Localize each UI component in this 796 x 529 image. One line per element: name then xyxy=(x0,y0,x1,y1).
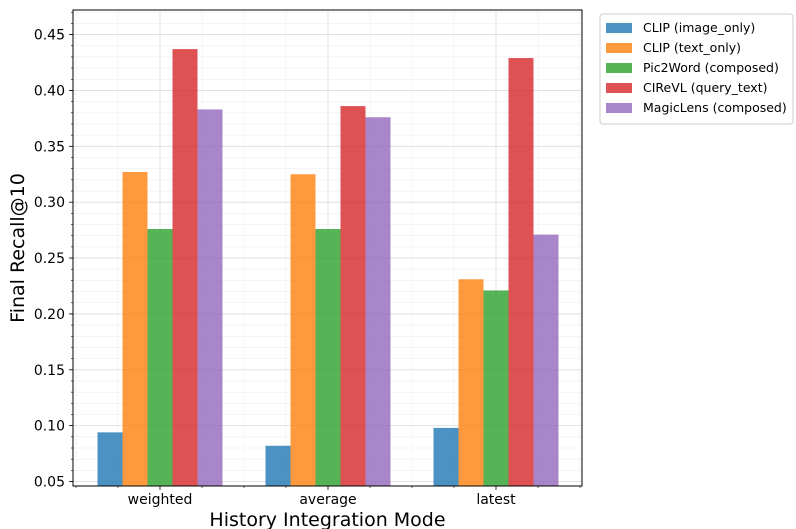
bar xyxy=(433,427,459,486)
legend-swatch xyxy=(606,83,632,93)
bar xyxy=(197,109,223,486)
y-tick-label: 0.25 xyxy=(34,251,65,267)
legend-swatch xyxy=(606,43,632,53)
legend-swatch xyxy=(606,23,632,33)
bar xyxy=(315,229,341,486)
legend-label: Pic2Word (composed) xyxy=(643,60,779,75)
legend-label: MagicLens (composed) xyxy=(643,100,787,115)
legend-box xyxy=(599,13,794,125)
y-tick-label: 0.45 xyxy=(34,28,65,44)
bar xyxy=(122,172,148,486)
bar xyxy=(147,229,173,486)
bar xyxy=(265,445,291,486)
x-axis-label: History Integration Mode xyxy=(209,509,445,529)
x-tick-label: latest xyxy=(476,492,516,508)
legend-label: CLIP (image_only) xyxy=(643,20,755,35)
x-axis-ticks: weighted average latest xyxy=(75,486,581,508)
y-tick-label: 0.10 xyxy=(34,419,65,435)
bar xyxy=(365,117,391,486)
y-tick-label: 0.15 xyxy=(34,363,65,379)
y-tick-label: 0.35 xyxy=(34,139,65,155)
y-tick-label: 0.20 xyxy=(34,307,65,323)
bar xyxy=(172,49,198,487)
bar xyxy=(97,432,123,486)
y-tick-label: 0.40 xyxy=(34,83,65,99)
bar xyxy=(508,58,534,487)
legend-label: CIReVL (query_text) xyxy=(643,80,767,95)
bars xyxy=(97,49,559,487)
legend-swatch xyxy=(606,103,632,113)
plot-frame xyxy=(72,9,583,487)
y-axis-label: Final Recall@10 xyxy=(7,173,29,323)
x-tick-label: weighted xyxy=(128,492,193,508)
bar xyxy=(458,279,484,486)
y-tick-label: 0.30 xyxy=(34,195,65,211)
y-axis-ticks: 0.05 0.10 0.15 0.20 0.25 0.30 0.35 0.40 0.45 xyxy=(34,11,73,491)
x-tick-label: average xyxy=(299,492,356,508)
legend: CLIP (image_only) CLIP (text_only) Pic2Wor… xyxy=(599,13,794,125)
bar xyxy=(483,290,509,486)
y-tick-label: 0.05 xyxy=(34,475,65,491)
bar xyxy=(340,106,366,486)
bar xyxy=(533,234,559,486)
legend-swatch xyxy=(606,63,632,73)
bar xyxy=(290,174,316,486)
legend-label: CLIP (text_only) xyxy=(643,40,741,55)
